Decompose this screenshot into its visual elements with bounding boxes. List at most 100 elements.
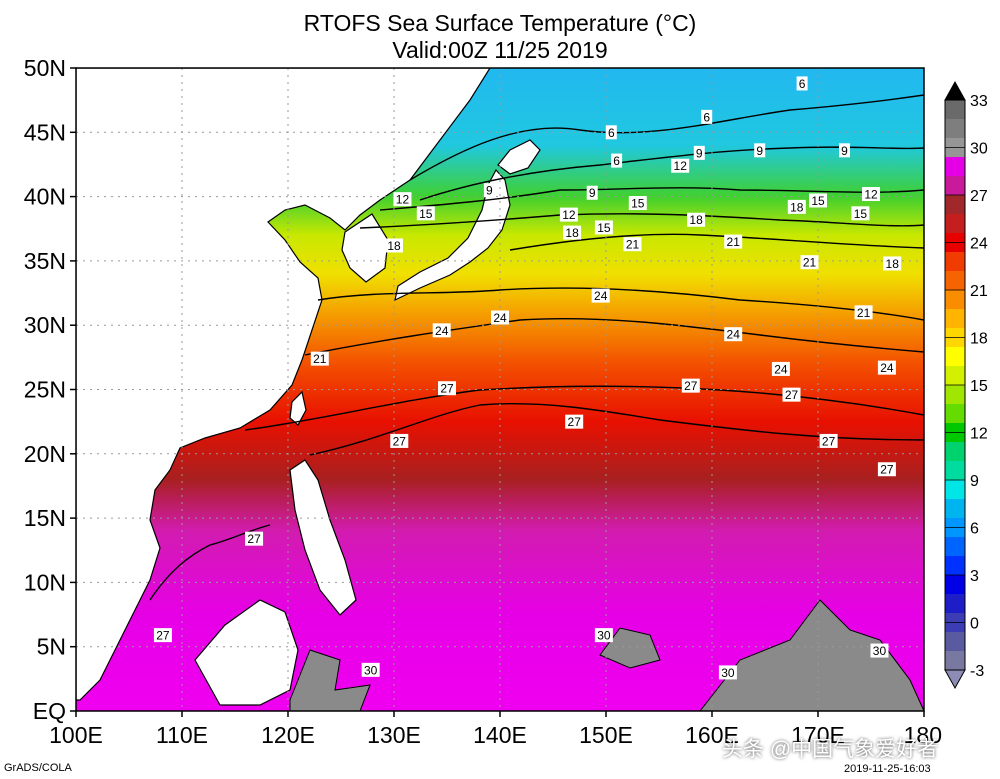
new-guinea-land: [699, 599, 924, 711]
colorbar-label: 18: [970, 331, 988, 348]
isotherm-label: 24: [591, 288, 610, 303]
taiwan-island: [289, 390, 307, 426]
isotherm-value: 9: [841, 144, 848, 158]
colorbar-label: 3: [970, 568, 979, 585]
isotherm-value: 27: [247, 532, 261, 546]
isotherm-label: 15: [851, 206, 870, 221]
isotherm-value: 30: [597, 629, 611, 643]
isotherm-value: 24: [774, 362, 788, 376]
colorbar-swatch: [945, 157, 965, 177]
grid-lines: [76, 68, 924, 711]
isotherm-value: 9: [486, 184, 493, 198]
isotherm-value: 6: [608, 126, 615, 140]
colorbar-swatch: [945, 309, 965, 329]
hokkaido-island: [497, 139, 541, 175]
lat-tick-label: 15N: [24, 505, 66, 531]
asia-mainland: [76, 68, 491, 701]
colorbar-swatch: [945, 537, 965, 557]
colorbar-label: 33: [970, 93, 988, 110]
isotherm-value: 6: [799, 77, 806, 91]
isotherm-label: 6: [701, 109, 713, 124]
philippines-islands: [289, 459, 357, 616]
isotherm-label: 24: [877, 360, 896, 375]
colorbar-swatch: [945, 594, 965, 614]
isotherm-label: 27: [819, 433, 838, 448]
isotherm-value: 9: [696, 146, 703, 160]
colorbar-min-arrow: [944, 669, 966, 690]
isotherm-value: 24: [880, 361, 894, 375]
lon-tick-label: 110E: [156, 722, 208, 748]
isotherm-value: 24: [493, 311, 507, 325]
lat-tick-label: 50N: [24, 55, 66, 81]
isotherm-value: 21: [857, 306, 871, 320]
watermark: 头条 @中国气象爱好者: [722, 738, 939, 761]
lat-tick-label: 30N: [24, 312, 66, 338]
isotherm-label: 30: [361, 662, 380, 677]
isotherm-label: 24: [724, 327, 743, 342]
isotherm-label: 27: [877, 462, 896, 477]
lon-tick-label: 180: [904, 722, 942, 748]
lat-tick-label: 40N: [24, 184, 66, 210]
isotherm-value: 18: [886, 257, 900, 271]
colorbar-swatch: [945, 480, 965, 500]
colorbar-swatch: [945, 195, 965, 215]
colorbar-swatch: [945, 442, 965, 462]
lon-tick-label: 140E: [473, 722, 527, 748]
colorbar-swatch: [945, 575, 965, 595]
sulawesi-land: [289, 649, 371, 711]
colorbar-max-arrow: [944, 80, 966, 101]
isotherm-value: 15: [597, 221, 611, 235]
isotherm-value: 9: [589, 186, 596, 200]
colorbar-label: -3: [970, 663, 984, 680]
isotherm-value: 30: [873, 644, 887, 658]
isotherm-label: 18: [787, 199, 806, 214]
isotherm-value: 27: [440, 382, 454, 396]
colorbar-label: 0: [970, 616, 979, 633]
colorbar-swatch: [945, 176, 965, 196]
isotherm-value: 27: [156, 629, 170, 643]
isotherm-label: 9: [839, 143, 850, 158]
isotherm-value: 27: [684, 379, 698, 393]
isotherm-label: 12: [559, 207, 578, 222]
colorbar-swatch: [945, 632, 965, 652]
colorbar-swatch: [945, 651, 965, 671]
lat-tick-label: 35N: [24, 248, 66, 274]
colorbar-swatch: [945, 385, 965, 405]
colorbar-swatch: [945, 347, 965, 367]
isotherm-label: 18: [883, 256, 902, 271]
map-title: RTOFS Sea Surface Temperature (°C): [303, 10, 697, 36]
colorbar-label: 12: [970, 426, 988, 443]
isotherm-label: 6: [605, 125, 617, 140]
colorbar-label: 30: [970, 141, 988, 158]
isotherm-value: 15: [419, 207, 433, 221]
isotherm-label: 27: [245, 531, 264, 546]
isotherm-value: 15: [811, 194, 825, 208]
isotherm-value: 21: [626, 238, 640, 252]
longitude-axis: 100E 110E 120E 130E 140E 150E 160E 170E 180: [49, 711, 942, 748]
isotherm-value: 15: [631, 197, 645, 211]
colorbar-label: 27: [970, 188, 988, 205]
colorbar-swatch: [945, 499, 965, 519]
lon-tick-label: 100E: [49, 722, 103, 748]
isotherm-label: 21: [800, 255, 819, 270]
colorbar-swatch: [945, 404, 965, 424]
isotherm-label: 18: [385, 238, 403, 253]
isotherm-label: 24: [771, 361, 790, 376]
lon-tick-label: 130E: [367, 722, 421, 748]
isotherm-value: 12: [562, 208, 576, 222]
lat-tick-label: 45N: [24, 119, 66, 145]
isotherm-value: 27: [393, 434, 407, 448]
colorbar-swatch: [945, 119, 965, 139]
isotherm-label: 9: [693, 145, 705, 160]
colorbar-swatch: [945, 461, 965, 481]
isotherm-label: 21: [310, 351, 329, 366]
colorbar-swatch: [945, 271, 965, 291]
isotherm-label: 18: [563, 225, 582, 240]
isotherm-value: 12: [864, 188, 878, 202]
isotherm-label: 27: [153, 628, 172, 643]
isotherm-label: 24: [432, 323, 451, 338]
isotherm-label: 30: [594, 628, 613, 643]
colorbar-swatch: [945, 100, 965, 120]
isotherm-value: 27: [785, 388, 799, 402]
colorbar-label: 9: [970, 473, 979, 490]
